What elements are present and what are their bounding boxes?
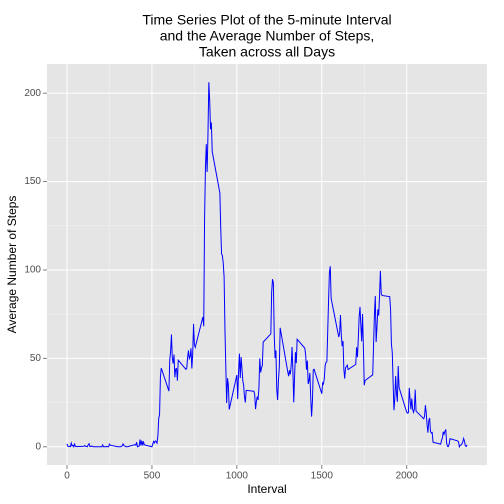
x-tick-label: 1500 — [311, 471, 334, 482]
line — [66, 82, 468, 449]
panel — [47, 64, 487, 465]
x-tick-label: 1000 — [226, 471, 249, 482]
x-axis-label: Interval — [247, 482, 286, 496]
y-tick-label: 150 — [24, 176, 41, 187]
x-tick-label: 2000 — [396, 471, 419, 482]
y-axis-label: Average Number of Steps — [5, 196, 19, 334]
x-tick-label: 500 — [144, 471, 161, 482]
y-tick-label: 0 — [35, 441, 41, 452]
chart-title: and the Average Number of Steps, — [160, 28, 375, 44]
x-tick-label: 0 — [64, 471, 70, 482]
y-tick-label: 50 — [30, 353, 42, 364]
y-tick-label: 100 — [24, 265, 41, 276]
chart-title: Taken across all Days — [199, 44, 335, 60]
chart-title: Time Series Plot of the 5-minute Interva… — [142, 12, 391, 28]
y-tick-label: 200 — [24, 88, 41, 99]
